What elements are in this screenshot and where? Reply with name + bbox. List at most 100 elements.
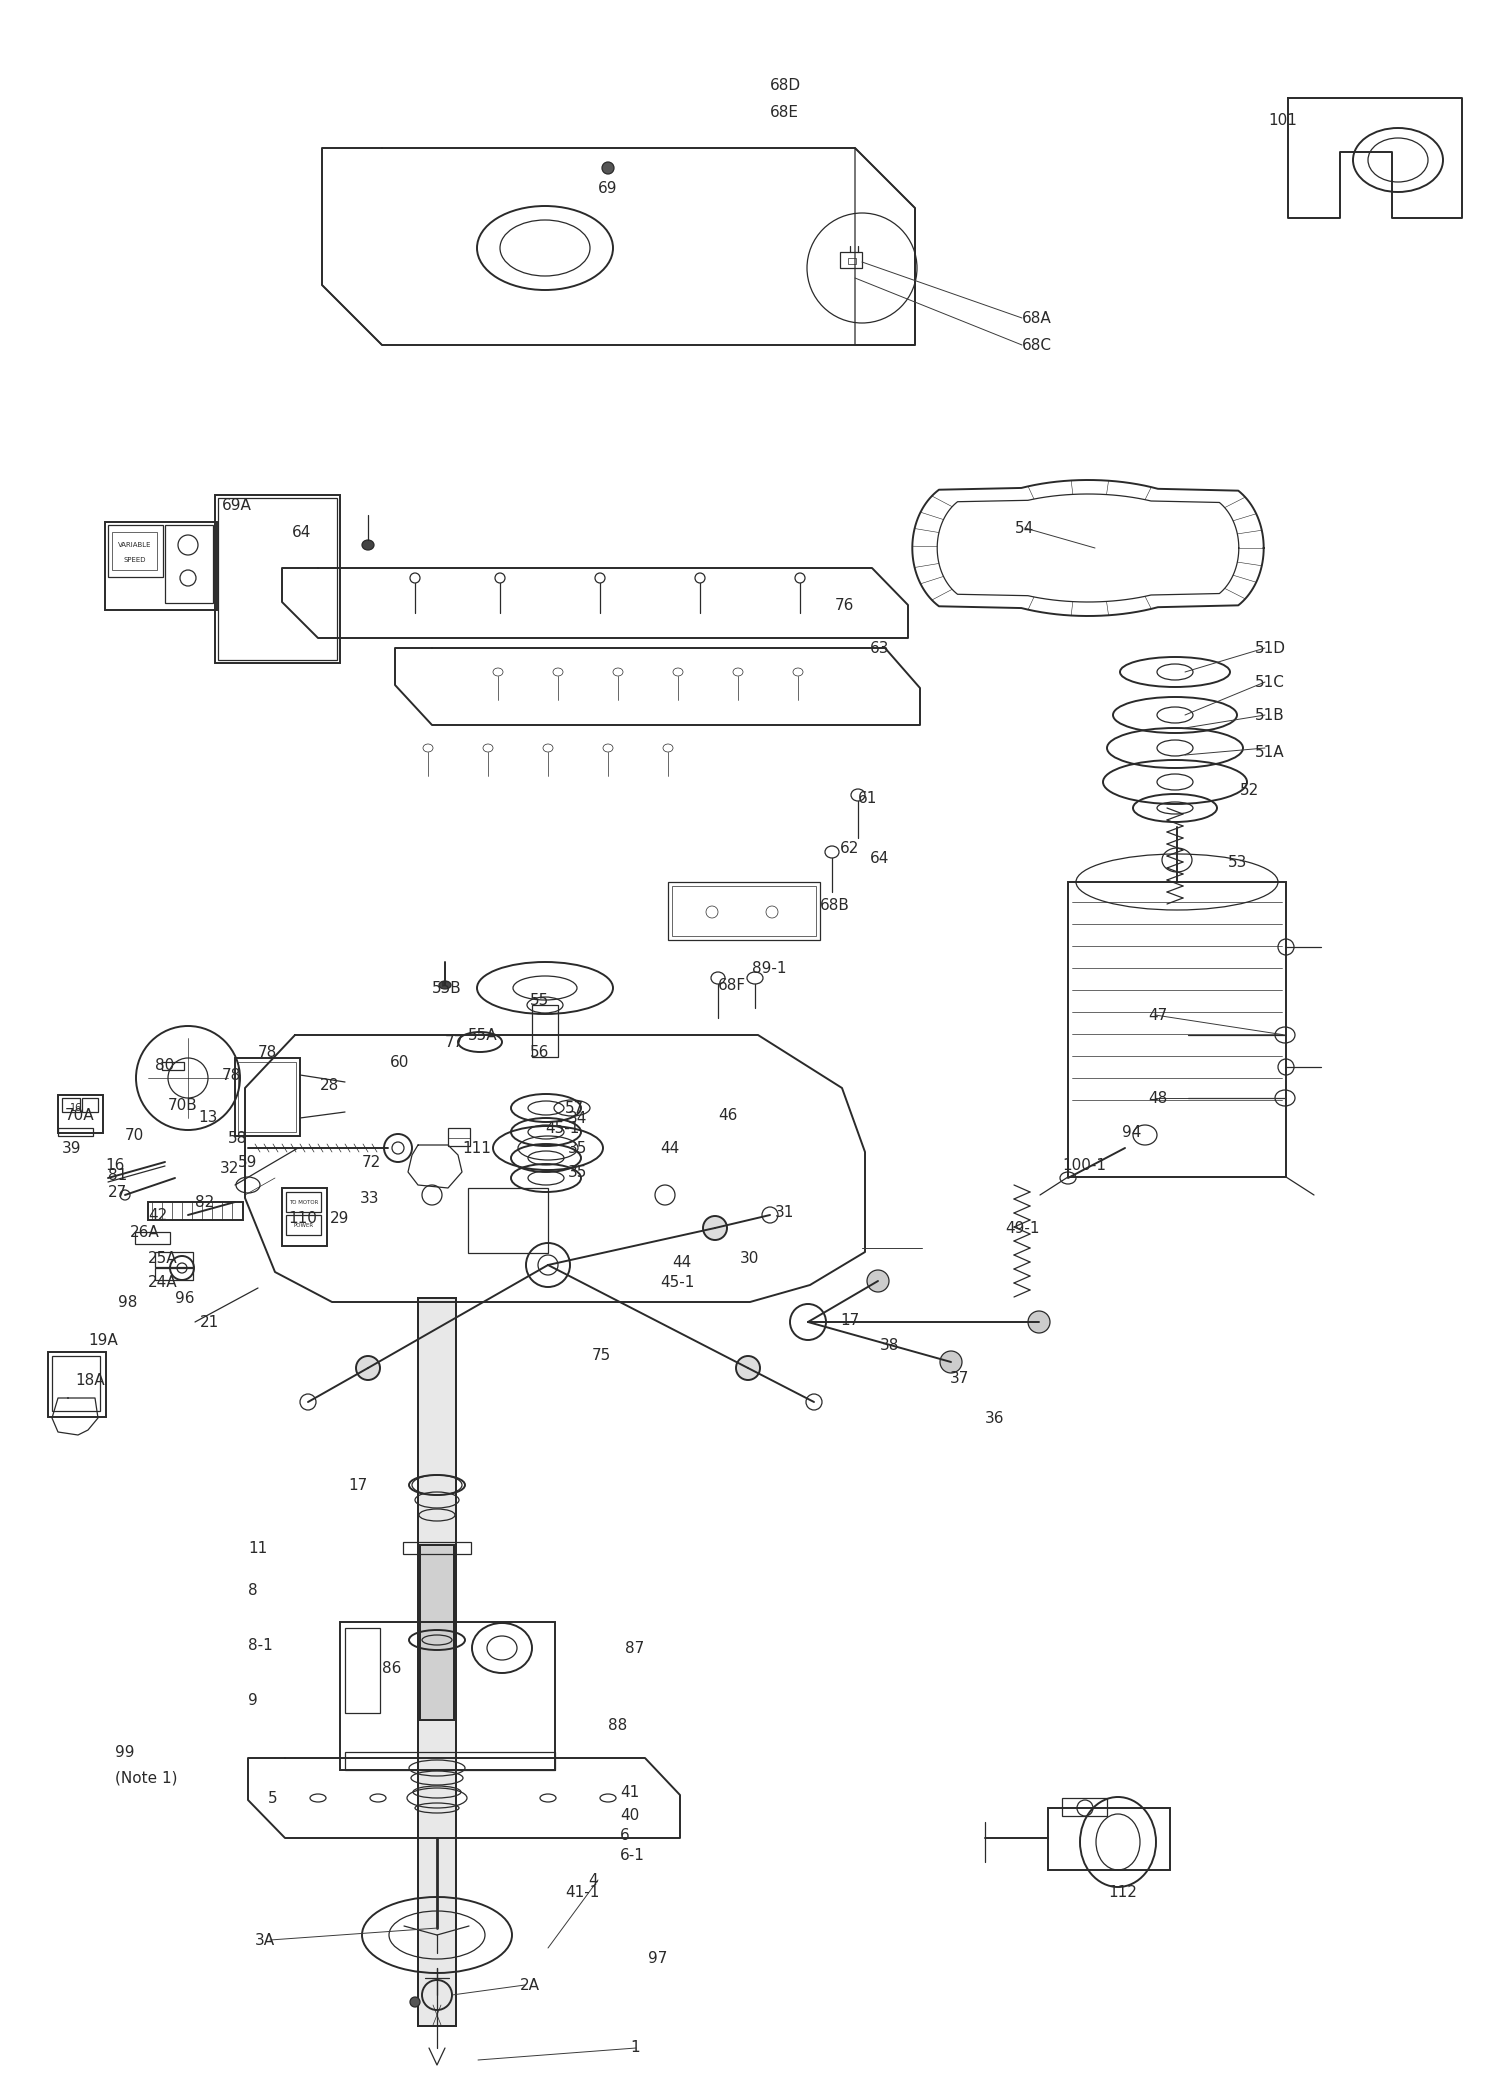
Circle shape (704, 1216, 728, 1241)
Text: 68C: 68C (1022, 337, 1052, 353)
Text: 52: 52 (1240, 783, 1260, 798)
Bar (672, 885, 816, 935)
Bar (532, 1006, 558, 1058)
Text: 17: 17 (348, 1477, 368, 1492)
Text: 49-1: 49-1 (1005, 1220, 1040, 1236)
Text: 101: 101 (1268, 112, 1298, 127)
Bar (840, 251, 862, 268)
Ellipse shape (440, 981, 452, 989)
Text: 8-1: 8-1 (248, 1637, 273, 1652)
Text: 48: 48 (1148, 1091, 1167, 1105)
Text: 45-1: 45-1 (660, 1274, 694, 1290)
Text: 97: 97 (648, 1951, 668, 1966)
Text: 94: 94 (1122, 1124, 1142, 1139)
Text: 36: 36 (986, 1411, 1005, 1426)
Bar (105, 522, 218, 611)
Bar (135, 1232, 170, 1245)
Text: 27: 27 (108, 1184, 128, 1199)
Text: 68A: 68A (1022, 310, 1052, 326)
Text: 13: 13 (198, 1110, 217, 1124)
Text: TO MOTOR: TO MOTOR (290, 1199, 318, 1205)
Text: 111: 111 (462, 1141, 490, 1155)
Text: 41-1: 41-1 (566, 1885, 600, 1899)
Text: 98: 98 (118, 1295, 138, 1309)
Circle shape (736, 1357, 760, 1380)
Text: 58: 58 (228, 1130, 248, 1145)
Text: 70B: 70B (168, 1097, 198, 1112)
Text: 110: 110 (288, 1211, 316, 1226)
Text: 68F: 68F (718, 977, 746, 993)
Circle shape (867, 1270, 889, 1293)
Text: 68B: 68B (821, 898, 850, 912)
Bar (214, 495, 340, 663)
Text: 57: 57 (566, 1101, 585, 1116)
Text: 64: 64 (292, 524, 312, 540)
Bar (448, 1128, 470, 1145)
Text: 38: 38 (880, 1338, 900, 1353)
Text: 62: 62 (840, 840, 860, 856)
Bar (58, 1128, 93, 1137)
Bar (1048, 1808, 1170, 1870)
Bar (217, 499, 338, 661)
Text: 55A: 55A (468, 1027, 498, 1043)
Text: 51A: 51A (1256, 744, 1284, 758)
Text: 16: 16 (70, 1103, 82, 1114)
Text: 19A: 19A (88, 1332, 118, 1347)
Bar (62, 1097, 80, 1112)
Text: 69A: 69A (222, 497, 252, 513)
Text: 2A: 2A (520, 1978, 540, 1993)
Text: 42: 42 (148, 1207, 168, 1222)
Text: 89-1: 89-1 (752, 960, 786, 975)
Text: 99: 99 (116, 1746, 135, 1760)
Text: 77: 77 (446, 1035, 465, 1049)
Text: 60: 60 (390, 1054, 410, 1070)
Text: 24A: 24A (148, 1274, 177, 1290)
Text: 59: 59 (238, 1155, 258, 1170)
Text: 37: 37 (950, 1371, 969, 1386)
Text: 100-1: 100-1 (1062, 1157, 1106, 1172)
Text: 35: 35 (568, 1164, 588, 1180)
Bar (468, 1189, 548, 1253)
Text: 26A: 26A (130, 1224, 160, 1238)
Text: 8: 8 (248, 1583, 258, 1598)
Text: POWER: POWER (294, 1222, 314, 1228)
Bar (162, 1062, 184, 1070)
Text: 31: 31 (776, 1205, 795, 1220)
Text: 88: 88 (608, 1719, 627, 1733)
Bar (148, 1201, 243, 1220)
Text: 30: 30 (740, 1251, 759, 1266)
Bar (668, 881, 820, 939)
Text: 76: 76 (836, 598, 855, 613)
Text: 9: 9 (248, 1691, 258, 1708)
Ellipse shape (602, 162, 613, 175)
Bar (345, 1752, 555, 1770)
Text: 16: 16 (105, 1157, 125, 1172)
Text: VARIABLE: VARIABLE (118, 542, 152, 549)
Text: 32: 32 (220, 1160, 240, 1176)
Text: 35: 35 (568, 1141, 588, 1155)
Text: 5: 5 (268, 1791, 278, 1806)
Text: 69: 69 (598, 181, 618, 195)
Text: 11: 11 (248, 1540, 267, 1556)
Text: 70A: 70A (64, 1108, 94, 1122)
Text: (Note 1): (Note 1) (116, 1770, 177, 1785)
Text: 4: 4 (588, 1872, 597, 1887)
Bar (236, 1058, 300, 1137)
Bar (1068, 881, 1286, 1176)
Text: 33: 33 (360, 1191, 380, 1205)
Bar (108, 526, 164, 578)
Text: 56: 56 (530, 1045, 549, 1060)
Bar (238, 1062, 296, 1133)
Bar (847, 258, 856, 264)
Text: SPEED: SPEED (124, 557, 147, 563)
Text: 51B: 51B (1256, 707, 1284, 723)
Text: 81: 81 (108, 1168, 128, 1182)
Bar (112, 532, 158, 569)
Text: 54: 54 (1016, 520, 1035, 536)
Text: 80: 80 (154, 1058, 174, 1072)
Text: 72: 72 (362, 1155, 381, 1170)
Circle shape (356, 1357, 380, 1380)
Text: 29: 29 (330, 1211, 350, 1226)
Bar (345, 1627, 380, 1712)
Bar (53, 1357, 100, 1411)
